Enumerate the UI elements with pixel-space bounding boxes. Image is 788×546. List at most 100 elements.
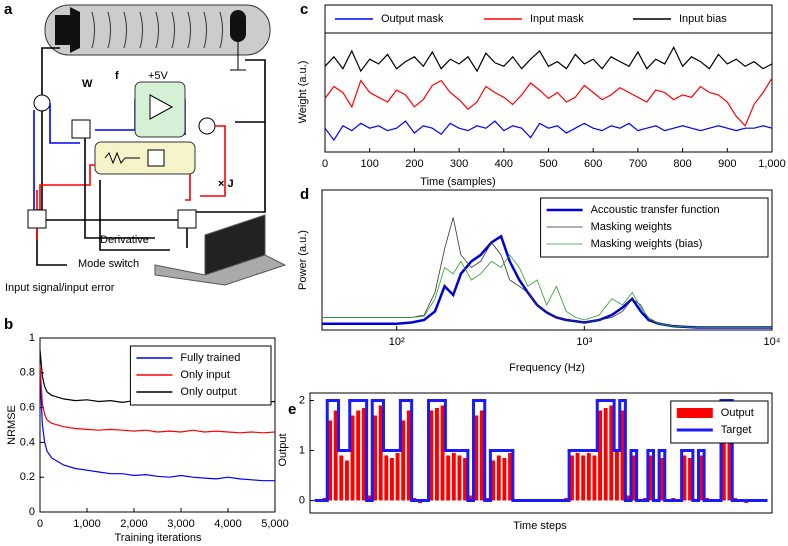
wires-red: [36, 125, 226, 240]
x-tick-label: 100: [361, 158, 379, 170]
bar: [581, 455, 586, 501]
bar: [401, 420, 406, 501]
bar: [328, 420, 333, 501]
bar: [682, 455, 687, 501]
x-tick-label: 200: [405, 158, 423, 170]
bar: [333, 410, 338, 501]
axes-frame: [309, 392, 773, 514]
sum-1: [33, 94, 51, 112]
bar: [468, 495, 473, 501]
speaker: [55, 7, 80, 53]
y-axis-label: Output: [277, 433, 289, 466]
legend-label: Masking weights: [591, 221, 673, 233]
panel-label: b: [4, 316, 13, 333]
label: Derivative: [100, 234, 149, 246]
x-axis-label: Frequency (Hz): [509, 362, 585, 374]
bar: [350, 415, 355, 501]
bar: [451, 453, 456, 501]
legend-label: Only output: [180, 386, 236, 398]
bar: [598, 410, 603, 501]
bar: [395, 453, 400, 501]
x-tick-label: 3,000: [167, 518, 195, 530]
bar: [361, 408, 366, 501]
legend: Output Target: [670, 400, 769, 444]
bar: [491, 460, 496, 501]
y-tick-label: 1: [299, 444, 305, 456]
legend: Fully trained Only input Only output: [129, 345, 272, 406]
legend-label: Fully trained: [180, 352, 240, 364]
mic-stand: [230, 42, 246, 71]
label: × J: [218, 178, 234, 190]
y-tick-label: 0.2: [20, 471, 35, 483]
legend-label: Output mask: [381, 13, 444, 25]
bar: [344, 460, 349, 501]
legend-label: Target: [721, 424, 752, 436]
bar: [429, 410, 434, 501]
y-tick-label: 0.8: [20, 367, 35, 379]
panel-label: a: [4, 1, 13, 18]
legend-box: [540, 197, 769, 258]
panel-label: c: [300, 1, 308, 18]
y-axis-label: Weight (a.u.): [297, 61, 309, 124]
bar: [440, 405, 445, 501]
plot-area: [322, 217, 772, 329]
x-tick-label: 700: [629, 158, 647, 170]
legend-label: Only input: [180, 369, 230, 381]
x-tick-label: 800: [673, 158, 691, 170]
legend-label: Accoustic transfer function: [591, 204, 720, 216]
panel-e: e 0 1 2 Output Time steps Output Target: [277, 392, 773, 532]
label: Input signal/input error: [5, 282, 115, 294]
bar: [659, 458, 664, 501]
panel-b: b 0 1,000 2,000 3,000 4,000 5,000 0 0.2 0.4 0.6 0.8…: [4, 316, 289, 544]
x-axis-label: Training iterations: [114, 532, 202, 544]
line: [322, 254, 772, 328]
panel-a: a W f +5V × J Derivative Mode switch Inp…: [4, 1, 287, 294]
switch: [27, 209, 47, 229]
bar: [356, 410, 361, 501]
x-tick-label: 10²: [389, 336, 405, 348]
bar: [474, 415, 479, 501]
bar: [592, 455, 597, 501]
bar: [479, 410, 484, 501]
legend-label: Input mask: [530, 13, 584, 25]
bar: [631, 455, 636, 501]
line: [39, 372, 275, 482]
bar: [378, 405, 383, 501]
x-tick-label: 300: [450, 158, 468, 170]
legend-label: Output: [721, 407, 754, 419]
line: [324, 45, 773, 73]
laptop-base: [154, 254, 287, 286]
axes-frame: [39, 337, 276, 513]
tube: [44, 4, 271, 56]
y-tick-label: 0.6: [20, 402, 35, 414]
switch: [71, 119, 91, 139]
x-tick-label: 0: [37, 518, 43, 530]
bar: [569, 455, 574, 501]
bar: [446, 455, 451, 501]
legend-swatch: [676, 408, 713, 418]
label: f: [115, 70, 119, 82]
bar: [457, 455, 462, 501]
label: +5V: [148, 70, 169, 82]
bar: [620, 410, 625, 501]
y-axis-label: Power (a.u.): [297, 230, 309, 290]
x-tick-label: 900: [718, 158, 736, 170]
x-tick-label: 0: [322, 158, 328, 170]
bar: [406, 410, 411, 501]
legend: Accoustic transfer function Masking weigh…: [540, 197, 769, 258]
y-tick-label: 0: [299, 494, 305, 506]
plot-area: [314, 399, 768, 503]
bar: [463, 458, 468, 501]
bar: [614, 450, 619, 501]
y-tick-label: 2: [299, 394, 305, 406]
x-axis-label: Time (samples): [420, 176, 495, 188]
switch: [177, 209, 197, 229]
bar: [508, 453, 513, 501]
step-riser: [325, 400, 734, 501]
y-axis-label: NRMSE: [6, 405, 18, 445]
label: Mode switch: [78, 258, 139, 270]
bar: [603, 408, 608, 501]
bar: [688, 458, 693, 501]
